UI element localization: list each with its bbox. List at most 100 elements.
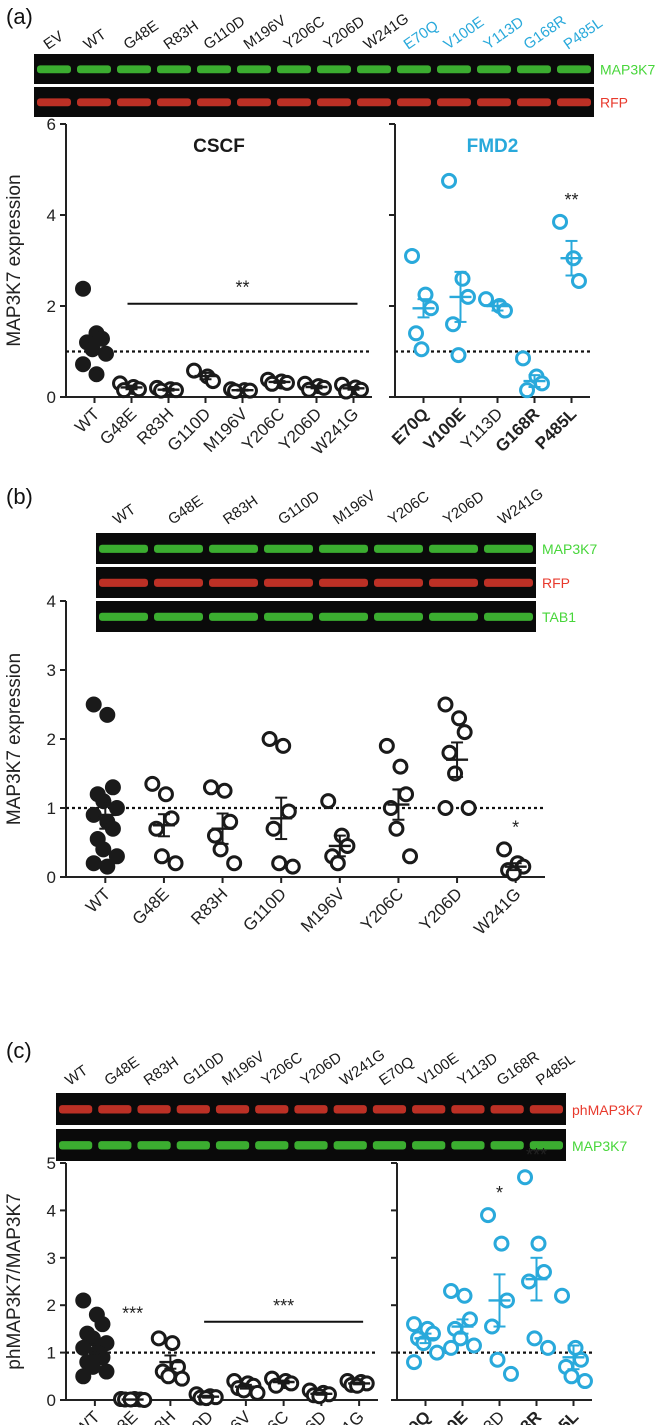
blot-band <box>484 544 533 553</box>
data-point <box>222 813 239 830</box>
blot-band <box>372 1105 407 1114</box>
blot-lane-label: Y206D <box>321 13 368 53</box>
data-point <box>85 855 102 872</box>
data-point <box>84 341 101 358</box>
blot-band <box>37 65 71 74</box>
data-point <box>164 1335 181 1352</box>
blot-band <box>264 578 313 587</box>
y-tick-label: 0 <box>47 388 56 407</box>
data-point <box>454 270 471 287</box>
blot-lane-label: M196V <box>330 487 379 528</box>
x-tick-label: M196V <box>297 884 349 936</box>
y-axis-title: MAP3K7 expression <box>4 174 25 346</box>
blot-lane-label: G48E <box>165 492 206 528</box>
data-point <box>554 1287 571 1304</box>
x-tick-label: P485L <box>531 404 580 453</box>
data-point <box>496 841 513 858</box>
blot-band <box>317 98 351 107</box>
data-point <box>460 800 477 816</box>
blot-band <box>176 1105 210 1114</box>
blot-lane-label: G110D <box>180 1049 228 1090</box>
blot-band <box>215 1141 250 1150</box>
y-tick-label: 1 <box>47 799 56 818</box>
blot-band <box>557 98 591 107</box>
x-tick-label: R83H <box>187 884 231 928</box>
data-point <box>275 737 292 754</box>
blot-band <box>59 1141 93 1150</box>
panel-1: (b)WT G48E R83H G110D M196V Y206C Y206D W241GMA… <box>4 484 597 939</box>
data-point <box>417 286 434 303</box>
data-point <box>478 291 495 308</box>
blot-lane-label: R83H <box>141 1053 182 1089</box>
data-point <box>392 758 409 775</box>
data-point <box>388 820 405 837</box>
blot-band <box>437 98 471 107</box>
blot-band <box>397 98 431 107</box>
blot-lane-label: P485L <box>533 1050 578 1089</box>
data-point <box>75 280 92 297</box>
y-tick-label: 0 <box>47 1391 56 1410</box>
blot-band <box>529 1141 563 1150</box>
data-point <box>75 1292 92 1309</box>
y-tick-label: 4 <box>47 592 56 611</box>
data-point <box>84 1358 101 1375</box>
blot-band <box>557 65 591 74</box>
data-point <box>216 782 233 799</box>
panel-label: (b) <box>6 484 33 509</box>
data-point <box>451 710 468 727</box>
data-point <box>261 731 278 747</box>
blot-band <box>333 1105 367 1114</box>
y-tick-label: 6 <box>47 115 56 134</box>
x-tick-label: G48E <box>97 1407 141 1425</box>
blot-band <box>451 1105 485 1114</box>
data-point <box>443 1282 460 1299</box>
data-point <box>413 341 430 358</box>
blot-lane-label: Y206C <box>258 1049 305 1089</box>
data-point <box>456 724 473 741</box>
blot-band <box>209 578 258 587</box>
data-point <box>428 1344 445 1361</box>
x-tick-label: Y206C <box>357 884 407 934</box>
blot-row-label: RFP <box>600 94 628 110</box>
blot-lane-label: V100E <box>415 1050 462 1090</box>
blot-band <box>319 578 368 587</box>
x-tick-label: WT <box>82 884 114 916</box>
data-point <box>398 786 415 803</box>
blot-lane-label: G168R <box>521 12 570 53</box>
blot-band <box>98 1141 132 1150</box>
blot-band <box>255 1141 289 1150</box>
blot-lane-label: G110D <box>201 13 249 54</box>
data-point <box>402 848 419 865</box>
panel-label: (a) <box>6 4 33 29</box>
data-point <box>539 1339 556 1356</box>
blot-band <box>117 65 151 74</box>
data-point <box>108 800 125 816</box>
data-point <box>406 1354 423 1371</box>
data-point <box>450 347 467 364</box>
blot-lane-label: R83H <box>220 492 261 528</box>
blot-band <box>154 544 203 553</box>
blot-band <box>77 65 111 74</box>
data-point <box>99 858 116 875</box>
significance-marker: * <box>496 1183 503 1203</box>
x-tick-label: R83H <box>135 1407 179 1425</box>
data-point <box>157 786 174 803</box>
data-point <box>167 855 184 872</box>
blot-band <box>154 612 203 621</box>
y-tick-label: 1 <box>47 1344 56 1363</box>
data-point <box>311 1388 328 1405</box>
blot-band <box>37 98 71 107</box>
blot-lane-label: EV <box>41 28 67 53</box>
data-point <box>144 775 161 792</box>
data-point <box>570 272 587 289</box>
data-point <box>97 345 114 362</box>
blot-band <box>264 612 313 621</box>
data-point <box>519 382 536 399</box>
blot-lane-label: Y206D <box>440 488 487 528</box>
blot-band <box>197 98 231 107</box>
data-point <box>552 213 569 230</box>
blot-band <box>429 544 478 553</box>
data-point <box>320 793 337 810</box>
data-point <box>75 1339 92 1356</box>
